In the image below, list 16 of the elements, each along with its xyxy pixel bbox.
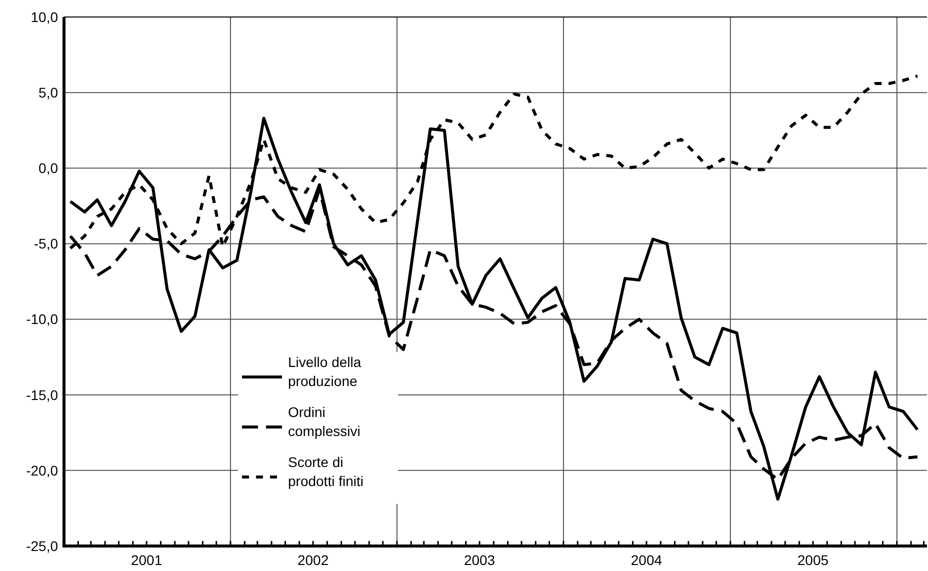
y-tick-label: 5,0 [38, 84, 58, 100]
y-tick-label: -25,0 [26, 538, 58, 554]
y-tick-label: -5,0 [34, 236, 58, 252]
x-tick-label: 2003 [464, 552, 496, 568]
y-tick-label: -20,0 [26, 462, 58, 478]
x-tick-label: 2005 [797, 552, 829, 568]
x-tick-label: 2002 [297, 552, 329, 568]
y-tick-label: 10,0 [30, 8, 58, 25]
x-tick-label: 2001 [130, 552, 162, 568]
legend-label: Livello della produzione [288, 354, 362, 389]
x-tick-label: 2004 [630, 552, 662, 568]
y-tick-label: -10,0 [26, 311, 58, 328]
y-tick-label: -15,0 [26, 386, 58, 403]
y-tick-label: 0,0 [38, 160, 58, 176]
legend-label: Ordini complessivi [288, 404, 360, 439]
legend-label: Scorte di prodotti finiti [288, 454, 364, 489]
